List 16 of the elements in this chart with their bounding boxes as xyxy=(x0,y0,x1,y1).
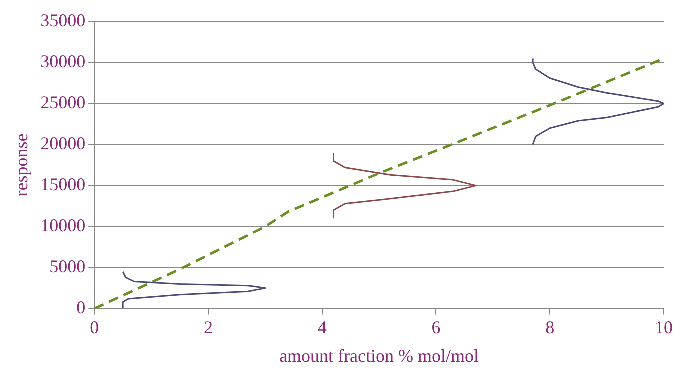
x-tick-label: 10 xyxy=(655,317,673,338)
x-tick-label: 2 xyxy=(204,317,213,338)
y-tick-label: 15000 xyxy=(40,174,86,195)
x-axis-title: amount fraction % mol/mol xyxy=(280,346,480,366)
x-tick-label: 8 xyxy=(546,317,555,338)
y-tick-label: 0 xyxy=(76,298,86,318)
y-tick-label: 5000 xyxy=(50,256,86,277)
y-tick-label: 25000 xyxy=(40,92,86,113)
y-axis-title: response xyxy=(12,134,32,197)
y-tick-label: 30000 xyxy=(40,52,86,72)
y-tick-label: 20000 xyxy=(40,134,86,154)
x-tick-label: 4 xyxy=(318,317,327,338)
x-tick-label: 6 xyxy=(432,317,441,338)
y-tick-label: 10000 xyxy=(40,216,86,236)
y-tick-label: 35000 xyxy=(40,10,86,31)
x-tick-label: 0 xyxy=(90,317,100,338)
